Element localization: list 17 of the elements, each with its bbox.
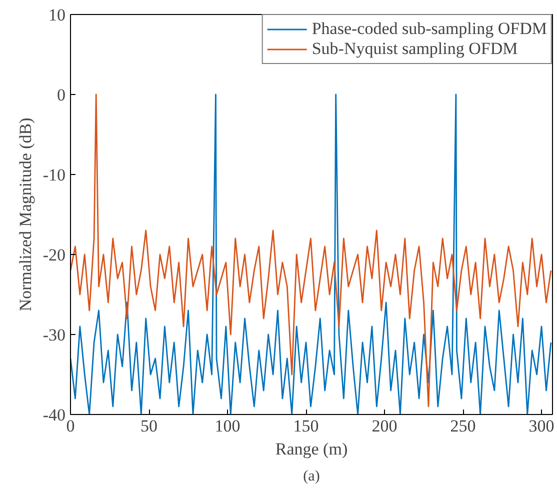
x-tick-label: 300 xyxy=(528,416,554,436)
x-tick-label: 250 xyxy=(450,416,476,436)
y-axis-title: Normalized Magnitude (dB) xyxy=(16,118,35,312)
y-tick-label: -30 xyxy=(42,326,66,344)
y-tick-label: 0 xyxy=(57,86,66,104)
y-tick-label: -10 xyxy=(42,166,66,184)
legend-label: Phase-coded sub-sampling OFDM xyxy=(312,19,547,39)
legend-label: Sub-Nyquist sampling OFDM xyxy=(312,39,518,59)
y-tick-label: 10 xyxy=(48,6,66,24)
text: (a) xyxy=(303,468,320,484)
y-tick-label: -20 xyxy=(42,246,66,264)
x-tick-label: 150 xyxy=(293,416,319,436)
x-tick-label: 200 xyxy=(372,416,398,436)
x-axis-title: Range (m) xyxy=(275,440,348,458)
x-tick-label: 100 xyxy=(214,416,240,436)
x-tick-label: 50 xyxy=(140,416,158,436)
y-tick-label: -40 xyxy=(42,406,66,424)
